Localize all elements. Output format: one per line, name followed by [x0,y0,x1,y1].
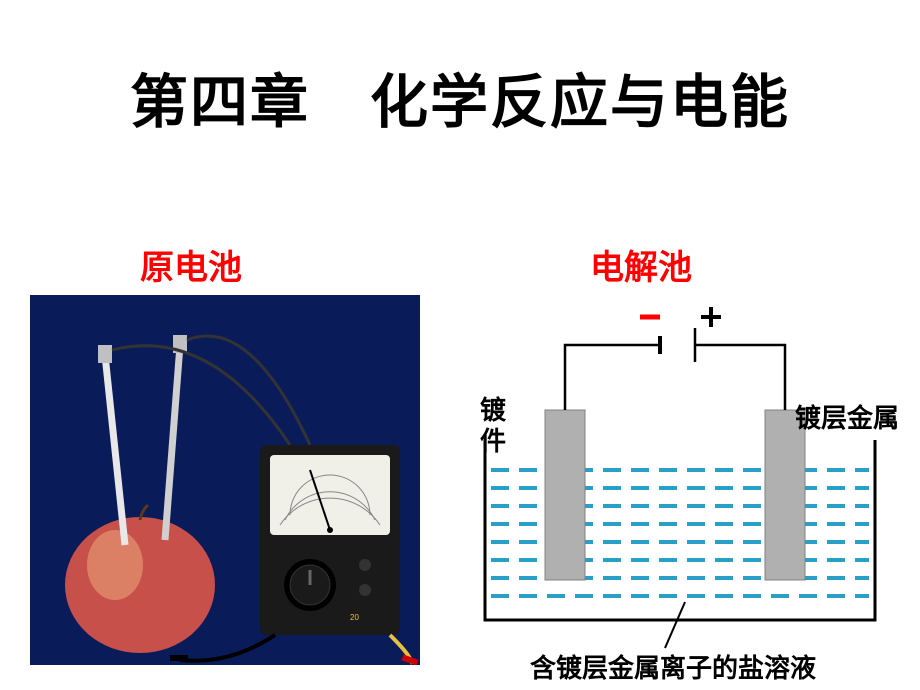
electrode-left-label: 镀件 [480,395,506,457]
solution-label: 含镀层金属离子的盐溶液 [530,648,816,685]
electrode-right-label: 镀层金属 [795,398,899,435]
svg-text:20: 20 [350,613,359,622]
galvanic-cell-label: 原电池 [140,240,242,289]
galvanic-cell-photo: 20 [30,295,420,665]
chapter-title: 第四章 化学反应与电能 [0,55,920,139]
electrolytic-cell-diagram [455,280,885,680]
